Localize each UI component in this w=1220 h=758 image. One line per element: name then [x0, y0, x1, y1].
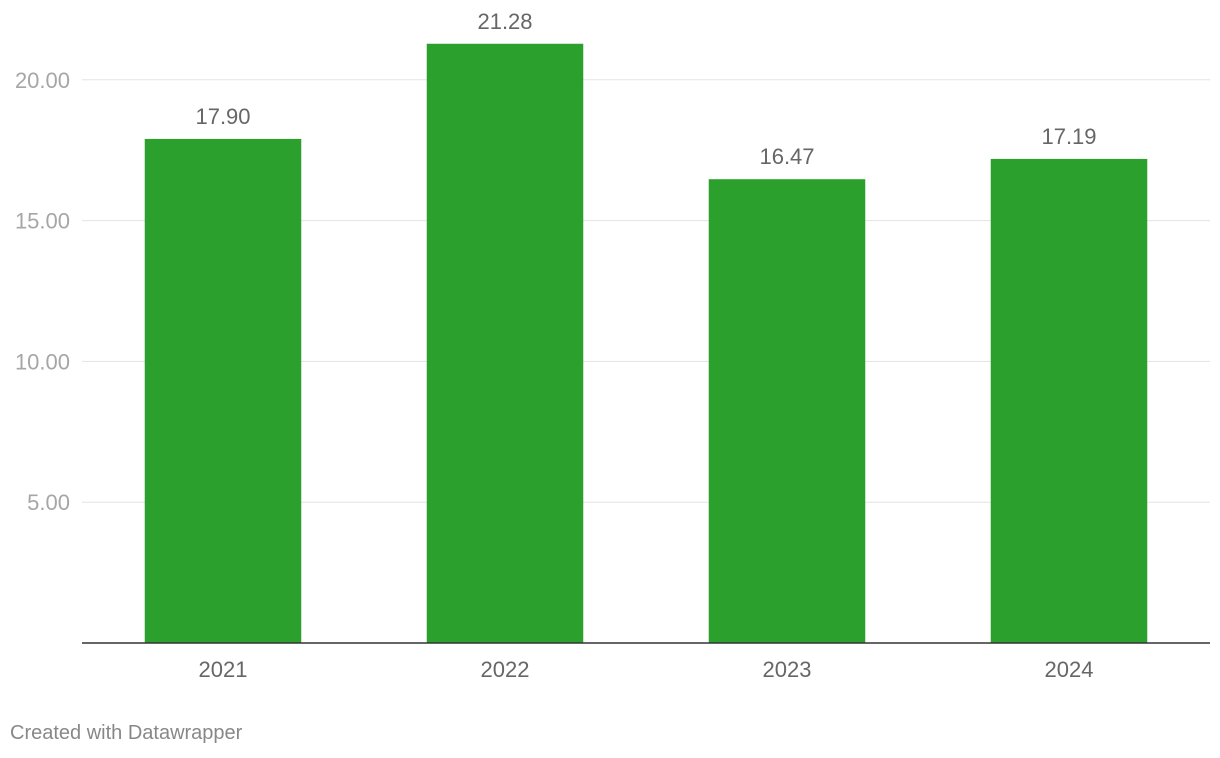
value-label: 16.47 — [759, 144, 814, 169]
y-tick-label: 20.00 — [15, 68, 70, 93]
bar-chart: 5.00 10.00 15.00 20.00 17.90 2021 21.28 2022 16.… — [15, 9, 1210, 682]
value-label: 21.28 — [477, 9, 532, 34]
bars — [144, 43, 1148, 644]
x-tick-label: 2022 — [481, 657, 530, 682]
bar — [708, 179, 866, 643]
datawrapper-credit: Created with Datawrapper — [10, 722, 243, 744]
y-tick-label: 15.00 — [15, 209, 70, 234]
y-tick-label: 10.00 — [15, 349, 70, 374]
x-tick-label: 2023 — [763, 657, 812, 682]
y-tick-label: 5.00 — [27, 490, 70, 515]
bar — [426, 43, 584, 644]
bar — [990, 158, 1148, 643]
value-label: 17.90 — [195, 104, 250, 129]
x-tick-label: 2024 — [1045, 657, 1094, 682]
labels: 5.00 10.00 15.00 20.00 17.90 2021 21.28 2022 16.… — [15, 9, 1097, 682]
x-tick-label: 2021 — [199, 657, 248, 682]
bar — [144, 138, 302, 643]
value-label: 17.19 — [1041, 124, 1096, 149]
